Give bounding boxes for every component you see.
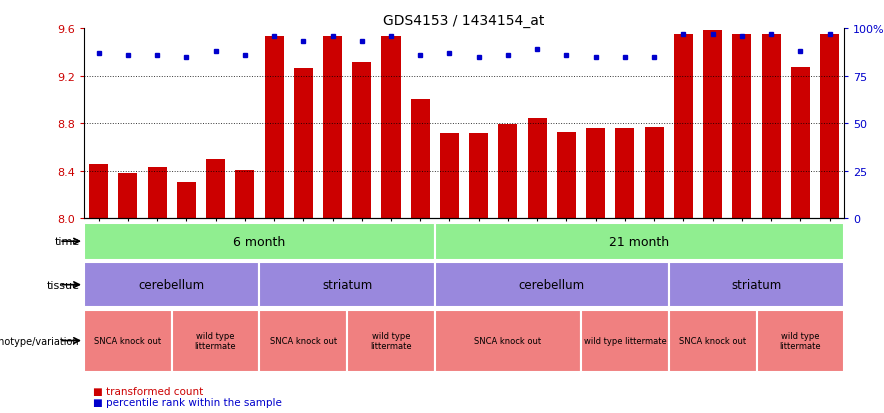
Text: cerebellum: cerebellum xyxy=(139,278,205,292)
Bar xyxy=(323,37,342,219)
Bar xyxy=(528,119,546,219)
Bar xyxy=(732,35,751,219)
Bar xyxy=(411,100,430,219)
Text: SNCA knock out: SNCA knock out xyxy=(475,336,542,345)
Bar xyxy=(703,31,722,219)
Bar xyxy=(557,132,576,219)
Bar xyxy=(206,159,225,219)
Text: genotype/variation: genotype/variation xyxy=(0,336,80,346)
Bar xyxy=(499,125,517,219)
Text: wild type littermate: wild type littermate xyxy=(583,336,667,345)
Bar xyxy=(177,182,196,219)
Text: time: time xyxy=(54,237,80,247)
Bar xyxy=(469,133,488,219)
Bar xyxy=(615,128,635,219)
Bar xyxy=(264,37,284,219)
Bar xyxy=(586,128,606,219)
Text: 21 month: 21 month xyxy=(609,235,669,248)
Text: cerebellum: cerebellum xyxy=(519,278,585,292)
Bar xyxy=(791,68,810,219)
Bar xyxy=(762,35,781,219)
Text: ■ percentile rank within the sample: ■ percentile rank within the sample xyxy=(93,397,282,407)
Bar xyxy=(148,168,166,219)
Bar xyxy=(89,164,108,219)
Text: SNCA knock out: SNCA knock out xyxy=(679,336,746,345)
Text: wild type
littermate: wild type littermate xyxy=(194,331,236,350)
Bar xyxy=(674,35,693,219)
Text: wild type
littermate: wild type littermate xyxy=(780,331,821,350)
Text: SNCA knock out: SNCA knock out xyxy=(95,336,162,345)
Bar xyxy=(352,63,371,219)
Title: GDS4153 / 1434154_at: GDS4153 / 1434154_at xyxy=(384,14,545,28)
Bar xyxy=(644,128,664,219)
Bar xyxy=(382,37,400,219)
Text: ■ transformed count: ■ transformed count xyxy=(93,387,203,396)
Text: tissue: tissue xyxy=(47,280,80,290)
Text: striatum: striatum xyxy=(731,278,781,292)
Bar xyxy=(118,174,137,219)
Bar xyxy=(820,35,839,219)
Bar xyxy=(235,170,255,219)
Text: 6 month: 6 month xyxy=(233,235,286,248)
Bar xyxy=(293,69,313,219)
Text: wild type
littermate: wild type littermate xyxy=(370,331,412,350)
Text: striatum: striatum xyxy=(322,278,372,292)
Text: SNCA knock out: SNCA knock out xyxy=(270,336,337,345)
Bar xyxy=(440,133,459,219)
